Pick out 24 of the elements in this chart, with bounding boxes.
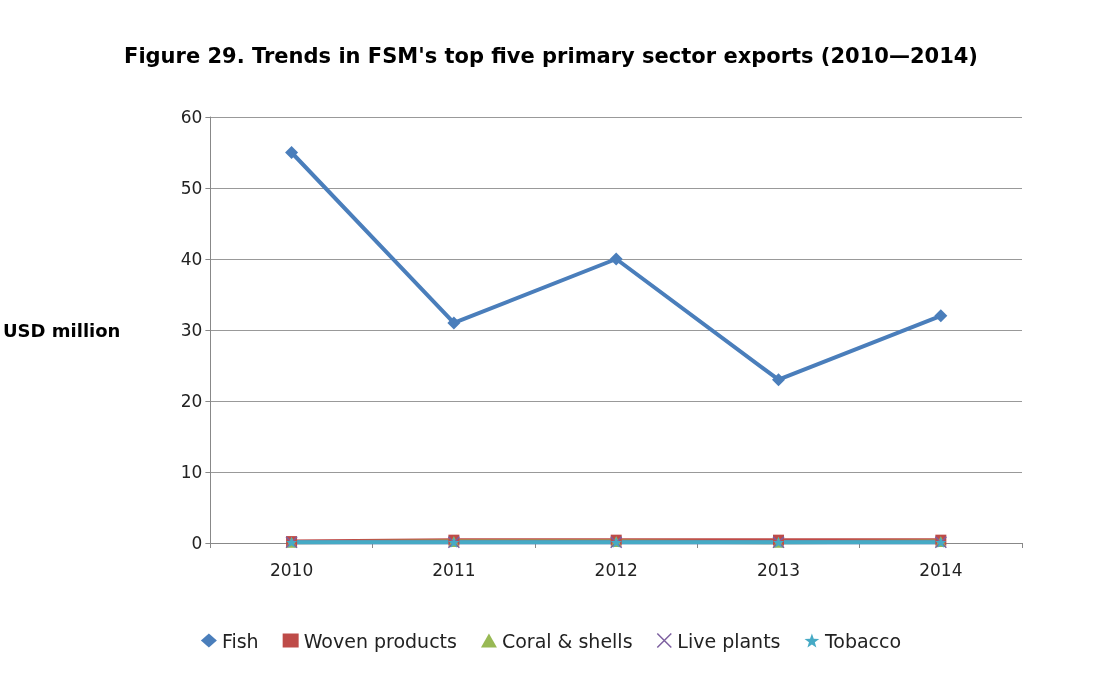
y-tick-label: 20 <box>180 391 203 411</box>
x-tick-label: 2014 <box>919 559 963 580</box>
chart-title: Figure 29. Trends in FSM's top five primary sector exports (2010—2014) <box>124 43 978 68</box>
legend-label: Tobacco <box>823 629 902 652</box>
y-tick-label: 40 <box>180 249 203 269</box>
y-tick-label: 60 <box>180 107 203 127</box>
y-tick-label: 0 <box>191 533 203 553</box>
point <box>609 252 623 266</box>
legend-label: Fish <box>221 629 259 652</box>
y-tick-label: 10 <box>180 462 203 482</box>
y-tick-label: 30 <box>180 320 203 340</box>
legend-label: Live plants <box>677 629 781 652</box>
x-tick-label: 2013 <box>756 559 801 580</box>
point <box>934 309 948 323</box>
point <box>285 146 299 159</box>
legend-label: Woven products <box>303 629 457 652</box>
point <box>772 373 786 387</box>
y-tick-label: 50 <box>180 178 203 198</box>
x-tick-label: 2012 <box>594 559 638 580</box>
legend-label: Coral & shells <box>501 629 633 652</box>
x-tick-label: 2011 <box>432 559 476 580</box>
x-tick-label: 2010 <box>269 559 314 580</box>
y-axis-title: USD million <box>3 319 121 341</box>
point <box>447 316 461 330</box>
